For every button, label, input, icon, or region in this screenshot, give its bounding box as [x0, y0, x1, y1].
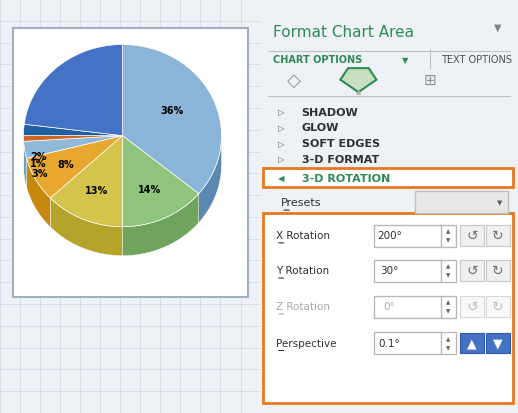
- Text: 200°: 200°: [377, 230, 402, 240]
- Text: ▼: ▼: [446, 345, 450, 350]
- Text: Presets: Presets: [281, 197, 322, 207]
- FancyBboxPatch shape: [486, 225, 510, 246]
- Text: ▷: ▷: [278, 155, 284, 164]
- Text: ↺: ↺: [466, 228, 478, 242]
- Text: ▲: ▲: [446, 300, 450, 305]
- FancyBboxPatch shape: [374, 332, 441, 354]
- Polygon shape: [24, 136, 122, 159]
- Text: Perspective: Perspective: [276, 338, 337, 348]
- Text: 1%: 1%: [30, 159, 47, 169]
- FancyBboxPatch shape: [486, 297, 510, 317]
- Polygon shape: [50, 136, 122, 227]
- Text: Format Chart Area: Format Chart Area: [274, 25, 414, 40]
- Text: TEXT OPTIONS: TEXT OPTIONS: [441, 55, 512, 65]
- FancyBboxPatch shape: [460, 333, 484, 354]
- Text: 3-D FORMAT: 3-D FORMAT: [302, 154, 379, 164]
- Polygon shape: [23, 125, 122, 136]
- Polygon shape: [26, 136, 122, 199]
- Text: SHADOW: SHADOW: [302, 107, 358, 117]
- Text: ▲: ▲: [356, 89, 361, 95]
- Text: 3-D ROTATION: 3-D ROTATION: [302, 173, 390, 183]
- FancyBboxPatch shape: [374, 225, 441, 247]
- FancyBboxPatch shape: [460, 225, 484, 246]
- Text: ▲: ▲: [446, 336, 450, 341]
- FancyBboxPatch shape: [460, 261, 484, 281]
- FancyBboxPatch shape: [440, 225, 456, 247]
- Polygon shape: [199, 136, 222, 223]
- Text: ▼: ▼: [402, 55, 409, 64]
- Text: ▼: ▼: [493, 336, 503, 349]
- Text: ▷: ▷: [278, 108, 284, 117]
- Text: ▲: ▲: [446, 229, 450, 234]
- Text: ↻: ↻: [492, 299, 503, 313]
- FancyBboxPatch shape: [440, 260, 456, 282]
- Text: ◇: ◇: [287, 71, 301, 90]
- FancyBboxPatch shape: [440, 332, 456, 354]
- FancyBboxPatch shape: [486, 261, 510, 281]
- Text: Z Rotation: Z Rotation: [276, 301, 330, 311]
- FancyBboxPatch shape: [460, 297, 484, 317]
- Polygon shape: [24, 45, 122, 136]
- Text: 13%: 13%: [85, 185, 109, 195]
- Polygon shape: [122, 194, 199, 256]
- Text: 2%: 2%: [30, 151, 47, 161]
- Text: 36%: 36%: [160, 106, 183, 116]
- Text: SOFT EDGES: SOFT EDGES: [302, 139, 380, 149]
- Text: ↺: ↺: [466, 299, 478, 313]
- FancyBboxPatch shape: [415, 192, 508, 214]
- Polygon shape: [122, 45, 222, 194]
- Text: 3%: 3%: [31, 168, 48, 178]
- Text: GLOW: GLOW: [302, 123, 339, 133]
- FancyBboxPatch shape: [263, 214, 513, 403]
- Text: X Rotation: X Rotation: [276, 230, 330, 240]
- Text: 0°: 0°: [383, 301, 395, 311]
- FancyBboxPatch shape: [486, 333, 510, 354]
- Text: ⊞: ⊞: [424, 73, 437, 88]
- Text: Y Rotation: Y Rotation: [276, 266, 329, 275]
- Text: 8%: 8%: [57, 160, 75, 170]
- Polygon shape: [26, 159, 50, 228]
- FancyBboxPatch shape: [440, 296, 456, 318]
- Text: 30°: 30°: [380, 266, 398, 275]
- Text: ▷: ▷: [278, 139, 284, 148]
- FancyBboxPatch shape: [13, 29, 248, 297]
- Polygon shape: [24, 142, 26, 188]
- Polygon shape: [122, 136, 199, 227]
- Text: ▲: ▲: [446, 264, 450, 269]
- Polygon shape: [23, 136, 122, 142]
- Text: ▼: ▼: [446, 273, 450, 278]
- Text: ▲: ▲: [467, 336, 477, 349]
- Text: ↻: ↻: [492, 263, 503, 278]
- Polygon shape: [340, 69, 377, 93]
- Text: ▼: ▼: [446, 309, 450, 314]
- Text: ▼: ▼: [446, 238, 450, 243]
- Text: CHART OPTIONS: CHART OPTIONS: [274, 55, 363, 65]
- Text: ↺: ↺: [466, 263, 478, 278]
- Text: ▼: ▼: [494, 23, 501, 33]
- Text: 0.1°: 0.1°: [379, 338, 400, 348]
- FancyBboxPatch shape: [374, 260, 441, 282]
- Text: ▷: ▷: [278, 123, 284, 133]
- Text: 14%: 14%: [138, 185, 162, 195]
- Polygon shape: [50, 199, 122, 256]
- Text: ▼: ▼: [497, 199, 502, 205]
- Text: ↻: ↻: [492, 228, 503, 242]
- FancyBboxPatch shape: [263, 169, 513, 188]
- FancyBboxPatch shape: [374, 296, 441, 318]
- Text: ◀: ◀: [278, 174, 284, 183]
